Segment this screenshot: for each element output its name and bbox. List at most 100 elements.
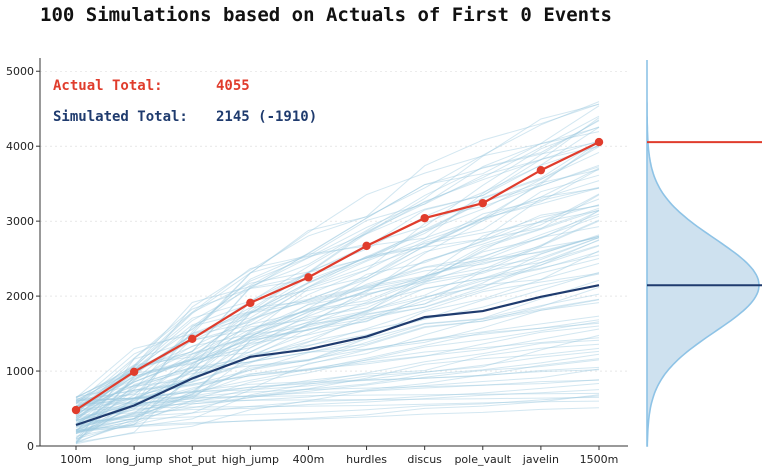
simulation-line: [75, 115, 600, 426]
actual-total-point: [536, 165, 546, 175]
simulation-line: [75, 237, 600, 419]
simulation-line: [75, 396, 600, 404]
simulation-line: [75, 251, 600, 434]
simulation-line: [75, 126, 600, 424]
grid-lines: [40, 70, 628, 372]
simulation-line: [75, 347, 600, 429]
y-tick-label: 3000: [6, 215, 34, 228]
simulation-line: [75, 383, 600, 424]
simulation-line: [75, 272, 600, 434]
simulation-line: [75, 395, 600, 422]
actual-total-value: 4055: [216, 78, 250, 94]
simulation-line: [75, 205, 600, 443]
simulation-line: [75, 250, 600, 432]
actual-total-point: [362, 241, 371, 251]
simulation-line: [75, 226, 600, 417]
simulation-line: [75, 103, 600, 431]
x-tick-label: long_jump: [106, 453, 163, 466]
simulation-line: [75, 315, 600, 402]
simulation-line: [75, 144, 600, 445]
simulation-line: [75, 389, 600, 416]
simulation-line: [75, 215, 600, 426]
y-tick-label: 5000: [6, 65, 34, 78]
simulation-line: [75, 407, 600, 431]
simulation-line: [75, 334, 600, 433]
x-tick-label: javelin: [522, 453, 559, 466]
x-tick-label: 400m: [293, 453, 325, 466]
simulation-line: [75, 180, 600, 432]
simulation-line: [75, 286, 600, 428]
actual-total-point: [304, 273, 313, 282]
simulation-line: [75, 239, 600, 425]
simulation-line: [75, 141, 600, 408]
y-axis: 0 1000 2000 3000 4000 5000: [6, 58, 41, 453]
simulation-line: [75, 325, 600, 427]
simulation-lines: [75, 101, 600, 445]
simulation-line: [75, 105, 600, 404]
simulation-line: [75, 131, 600, 409]
simulation-line: [75, 119, 600, 416]
simulation-line: [75, 151, 600, 437]
simulation-line: [75, 146, 600, 422]
simulation-line: [75, 117, 600, 445]
simulation-line: [75, 337, 600, 400]
simulation-line: [75, 394, 600, 432]
simulation-line: [75, 204, 600, 439]
y-tick-label: 2000: [6, 290, 34, 303]
simulation-line: [75, 101, 600, 399]
simulation-line: [75, 262, 600, 413]
simulation-line: [75, 369, 600, 402]
simulation-line: [75, 237, 600, 421]
y-tick-label: 4000: [6, 140, 34, 153]
simulation-line: [75, 187, 600, 420]
simulation-line: [75, 279, 600, 421]
simulation-line: [75, 207, 600, 414]
simulation-line: [75, 140, 600, 444]
simulation-line: [75, 126, 600, 410]
simulation-line: [75, 219, 600, 422]
y-tick-label: 0: [27, 440, 34, 453]
x-axis: 100m long_jump shot_put high_jump 400m hurdle…: [40, 445, 628, 466]
simulation-line: [75, 103, 600, 439]
simulation-line: [75, 302, 600, 431]
simulation-line: [75, 379, 600, 407]
simulation-line: [75, 353, 600, 433]
simulation-line: [75, 167, 600, 418]
actual-total-point: [246, 298, 255, 308]
y-tick-label: 1000: [6, 365, 34, 378]
simulation-line: [75, 358, 600, 410]
simulation-line: [75, 339, 600, 433]
actual-total-point: [129, 367, 139, 376]
simulation-line: [75, 258, 600, 412]
simulation-line: [75, 328, 600, 421]
simulation-line: [75, 166, 600, 419]
simulation-line: [75, 392, 600, 400]
simulation-line: [75, 368, 600, 443]
simulation-line: [75, 213, 600, 431]
actual-total-point: [420, 213, 429, 223]
actual-total-point: [478, 198, 487, 208]
simulation-line: [75, 198, 600, 415]
simulation-line: [75, 174, 600, 407]
simulation-line: [75, 273, 600, 410]
simulation-line: [75, 322, 600, 398]
x-tick-label: high_jump: [222, 453, 279, 466]
simulation-line: [75, 400, 600, 411]
simulated-total-value: 2145 (-1910): [216, 109, 317, 125]
simulation-line: [75, 126, 600, 441]
simulation-line: [75, 350, 600, 406]
simulation-line: [75, 254, 600, 404]
simulation-line: [75, 239, 600, 443]
simulation-line: [75, 235, 600, 418]
simulation-line: [75, 210, 600, 407]
x-tick-label: discus: [407, 453, 442, 466]
simulation-line: [75, 140, 600, 430]
simulation-line: [75, 120, 600, 433]
actual-total-label: Actual Total:: [53, 78, 163, 94]
simulation-line: [75, 209, 600, 443]
simulation-line: [75, 237, 600, 398]
distribution-panel: [646, 60, 762, 447]
actual-total-point: [71, 405, 81, 415]
actual-total-line: [75, 141, 600, 411]
